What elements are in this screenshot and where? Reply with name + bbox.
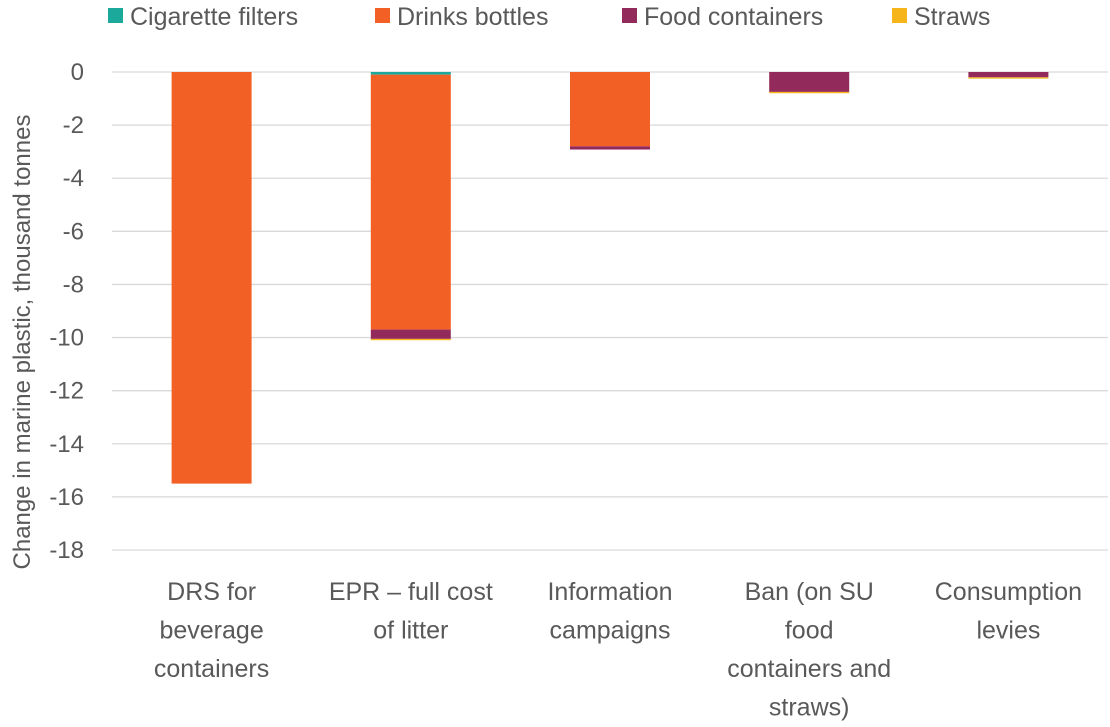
category-label: EPR – full cost of litter (329, 578, 493, 645)
y-tick-label: -8 (63, 271, 84, 298)
category-label-line: beverage (159, 617, 263, 645)
legend: Cigarette filters Drinks bottles Food cont… (108, 3, 990, 31)
y-tick-label: -18 (49, 537, 84, 564)
category-label-line: DRS for (167, 578, 256, 606)
legend-label: Straws (914, 3, 990, 31)
category-label-line: containers (154, 655, 269, 683)
category-label-line: Consumption (935, 578, 1082, 606)
bar-segment (769, 72, 850, 92)
category-label: Ban (on SU food containers and straws) (727, 578, 891, 722)
category-label: DRS for beverage containers (154, 578, 269, 683)
category-label-line: Ban (on SU (745, 578, 874, 606)
category-label-line: containers and (727, 655, 891, 683)
bar-segment (769, 91, 850, 94)
y-tick-label: -2 (63, 112, 84, 139)
legend-label: Food containers (644, 3, 823, 31)
bar-segment (968, 77, 1049, 79)
category-label: Information campaigns (547, 578, 672, 645)
bar-segment (968, 72, 1049, 78)
y-tick-label: -16 (49, 484, 84, 511)
bar-segment (370, 338, 451, 341)
y-tick-label: -4 (63, 165, 84, 192)
legend-label: Drinks bottles (397, 3, 548, 31)
gridlines (112, 71, 1108, 551)
bar-segment (171, 72, 252, 484)
bars (171, 72, 1049, 484)
category-label-line: Information (547, 578, 672, 606)
category-label-line: campaigns (550, 617, 671, 645)
x-axis-categories: DRS for beverage containers EPR – full cost… (154, 578, 1082, 722)
y-axis-ticks: 0 -2 -4 -6 -8 -10 -12 -14 -16 -18 (49, 59, 84, 564)
y-tick-label: 0 (71, 59, 84, 86)
bar-segment (370, 329, 451, 339)
category-label-line: levies (976, 617, 1040, 645)
legend-swatch (892, 8, 907, 23)
bar-segment (370, 74, 451, 330)
category-label-line: straws) (769, 694, 850, 722)
bar-segment (570, 72, 650, 147)
legend-swatch (622, 8, 637, 23)
legend-swatch (375, 8, 390, 23)
category-label-line: EPR – full cost (329, 578, 493, 606)
category-label-line: of litter (373, 617, 448, 645)
y-tick-label: -10 (49, 325, 84, 352)
y-tick-label: -6 (63, 218, 84, 245)
bar-segment (570, 146, 650, 150)
category-label-line: food (785, 617, 834, 645)
y-axis-title: Change in marine plastic, thousand tonne… (9, 115, 36, 570)
legend-swatch (108, 8, 123, 23)
y-tick-label: -14 (49, 431, 84, 458)
category-label: Consumption levies (935, 578, 1082, 645)
legend-label: Cigarette filters (130, 3, 298, 31)
y-tick-label: -12 (49, 378, 84, 405)
bar-segment (370, 72, 451, 75)
